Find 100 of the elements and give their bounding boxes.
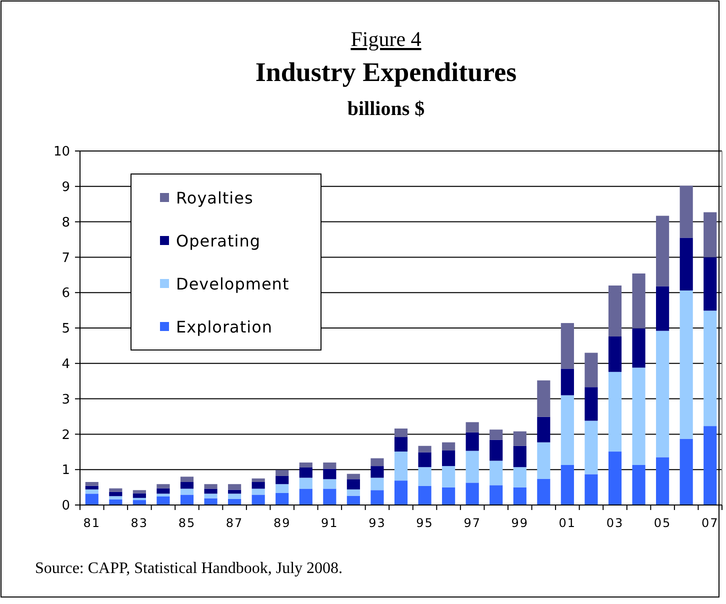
bar	[132, 500, 146, 505]
y-tick-label: 7	[62, 250, 70, 266]
bar	[180, 482, 194, 489]
bar	[156, 488, 170, 494]
bar	[204, 498, 218, 505]
bar	[560, 323, 574, 369]
legend-label: Royalties	[176, 188, 254, 208]
bar	[180, 476, 194, 482]
y-tick-label: 1	[62, 463, 70, 478]
bar	[442, 442, 456, 450]
bar	[370, 490, 384, 505]
bar	[109, 496, 122, 500]
bar	[584, 420, 598, 474]
bar	[394, 428, 408, 438]
bar	[584, 352, 598, 388]
bar	[513, 467, 526, 488]
bar	[370, 466, 384, 478]
x-tick-label: 85	[178, 516, 196, 530]
bar	[276, 470, 289, 476]
bar	[632, 273, 646, 328]
bar	[466, 482, 479, 505]
bar	[608, 452, 622, 505]
bar	[204, 488, 218, 494]
bar	[584, 474, 598, 505]
bar	[156, 494, 170, 497]
bar	[252, 494, 265, 505]
bar	[252, 488, 265, 495]
bar	[490, 440, 503, 461]
bar	[299, 467, 312, 478]
bar	[323, 462, 336, 469]
bar	[656, 286, 670, 331]
bar	[228, 498, 242, 505]
x-tick-label: 07	[701, 516, 719, 530]
bar	[513, 431, 526, 446]
bar	[418, 446, 432, 452]
x-tick-label: 93	[368, 516, 386, 530]
bar	[204, 494, 218, 498]
bar	[584, 387, 598, 421]
legend-label: Exploration	[176, 318, 272, 337]
bar	[156, 496, 170, 505]
y-tick-label: 6	[62, 286, 70, 302]
y-tick-label: 9	[62, 180, 70, 195]
bar	[85, 486, 98, 490]
bar	[560, 368, 574, 396]
x-tick-label: 89	[273, 516, 291, 530]
bar	[180, 488, 194, 495]
bar	[466, 432, 479, 451]
bar	[608, 372, 622, 452]
bar	[490, 485, 503, 505]
bar	[180, 494, 194, 505]
bar	[132, 493, 146, 498]
bar	[394, 437, 408, 452]
bar	[537, 416, 550, 442]
bar	[299, 488, 312, 505]
chart-subtitle: Industry Expenditures	[255, 57, 517, 87]
bar	[704, 426, 717, 505]
legend-label: Development	[176, 274, 290, 294]
bar	[276, 484, 289, 493]
bar	[370, 478, 384, 490]
source-note: Source: CAPP, Statistical Handbook, July 2008.	[35, 560, 343, 577]
bar	[680, 438, 693, 505]
x-tick-label: 97	[464, 516, 481, 530]
x-tick-label: 87	[226, 516, 244, 530]
y-tick-label: 5	[62, 322, 70, 337]
bar	[537, 478, 550, 505]
bar	[656, 457, 670, 505]
x-tick-label: 81	[83, 516, 101, 530]
y-tick-label: 8	[62, 215, 70, 230]
bar	[680, 238, 693, 290]
bar	[228, 494, 242, 499]
bar	[608, 336, 622, 372]
bar	[442, 487, 456, 505]
legend-label: Operating	[176, 232, 260, 251]
y-tick-label: 2	[62, 428, 70, 443]
bar	[680, 186, 693, 238]
bar	[228, 484, 242, 490]
x-tick-label: 01	[558, 516, 576, 530]
bar	[608, 286, 622, 336]
bar	[85, 489, 98, 494]
bar	[132, 490, 146, 494]
bar	[418, 486, 432, 505]
bar	[418, 452, 432, 468]
bar	[132, 498, 146, 500]
bar	[109, 488, 122, 492]
bar	[513, 487, 526, 505]
x-tick-label: 83	[130, 516, 148, 530]
x-tick-label: 91	[321, 516, 338, 530]
x-tick-label: 99	[511, 516, 529, 530]
y-tick-label: 4	[62, 356, 70, 372]
bar	[394, 452, 408, 481]
bar	[252, 482, 265, 489]
y-tick-label: 0	[62, 498, 70, 514]
bar	[323, 479, 336, 489]
bar	[346, 474, 360, 480]
bar	[656, 216, 670, 286]
bar	[560, 465, 574, 505]
bar	[323, 468, 336, 480]
y-axis-title: billions $	[347, 98, 425, 120]
bar	[656, 330, 670, 458]
bar	[323, 488, 336, 505]
